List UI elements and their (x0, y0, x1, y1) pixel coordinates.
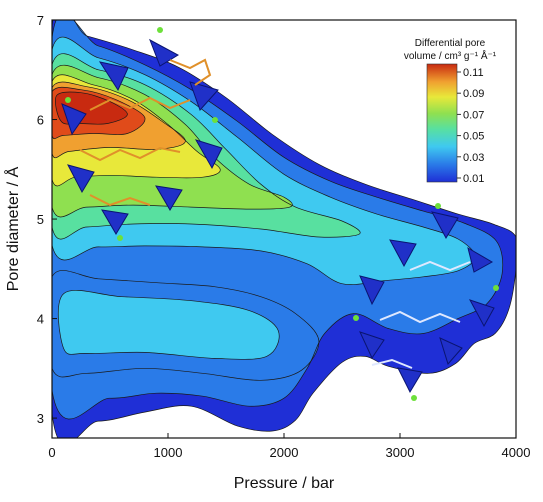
contour-lines (52, 20, 516, 438)
x-tick-label-1: 1000 (154, 445, 183, 460)
lower-contour-line-1 (57, 290, 280, 360)
framework-structure-right (353, 203, 499, 401)
contour-line-7 (52, 86, 146, 140)
x-tick-label-4: 4000 (502, 445, 531, 460)
x-tick-label-2: 2000 (270, 445, 299, 460)
contour-line-3 (52, 53, 361, 240)
colorbar-tick-label-4: 0.03 (463, 152, 484, 164)
x-tick-label-3: 3000 (386, 445, 415, 460)
colorbar-title-line2: volume / cm³ g⁻¹ Å⁻¹ (404, 49, 497, 62)
contour-line-4 (52, 64, 293, 218)
colorbar: Differential pore volume / cm³ g⁻¹ Å⁻¹ 0… (404, 38, 497, 185)
y-tick-label-0: 3 (37, 411, 44, 426)
contour-line-1 (52, 20, 504, 420)
y-tick-label-2: 5 (37, 212, 44, 227)
colorbar-tick-label-1: 0.09 (463, 88, 484, 100)
x-axis: 0 1000 2000 3000 4000 (48, 433, 530, 460)
contour-line-0 (52, 20, 516, 438)
colorbar-gradient (426, 63, 458, 183)
y-tick-label-1: 4 (37, 312, 44, 327)
contour-line-6 (52, 81, 186, 159)
lower-contour-line-0 (52, 270, 320, 381)
colorbar-tick-label-3: 0.05 (463, 131, 484, 143)
y-tick-label-3: 6 (37, 113, 44, 128)
contour-line-5 (52, 74, 221, 187)
x-tick-label-0: 0 (48, 445, 55, 460)
contour-line-8 (55, 91, 128, 125)
colorbar-title-line1: Differential pore (415, 38, 486, 49)
colorbar-tick-label-2: 0.07 (463, 109, 484, 121)
y-axis: 3 4 5 6 7 (37, 13, 57, 426)
colorbar-tick-label-5: 0.01 (463, 173, 484, 185)
colorbar-tick-label-0: 0.11 (463, 67, 484, 79)
x-axis-label: Pressure / bar (234, 475, 335, 492)
y-axis-label: Pore diameter / Å (3, 166, 22, 291)
framework-structure-left (61, 27, 223, 241)
lower-contour-fill-1 (58, 290, 280, 360)
y-tick-label-4: 7 (37, 13, 44, 28)
